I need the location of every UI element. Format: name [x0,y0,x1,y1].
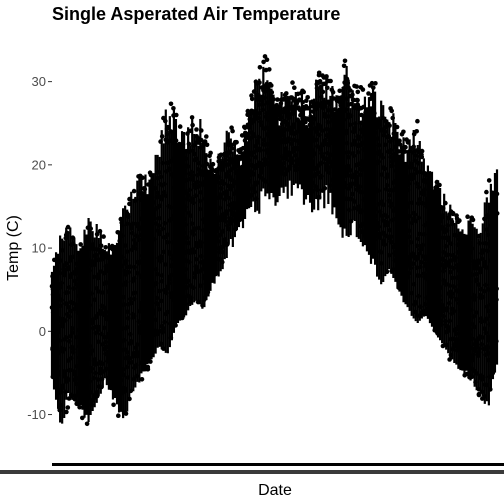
data-point [204,134,209,139]
x-axis-title: Date [258,482,292,499]
data-point [373,81,378,86]
data-point [267,67,272,72]
data-point [292,85,297,90]
data-point [84,421,90,427]
bottom-label-band [0,474,504,504]
x-axis-bar [52,463,504,466]
data-point [116,413,121,419]
data-point [355,89,361,95]
data-point [177,124,183,129]
data-point [242,125,248,130]
data-point [210,161,216,167]
data-point [101,234,106,239]
data-point [328,78,333,84]
data-point [317,80,322,85]
data-point [269,83,274,88]
data-point [389,108,395,114]
data-point [290,80,295,85]
data-point [78,242,83,247]
data-point [360,87,366,92]
y-axis-title: Temp (C) [5,215,22,281]
data-point [103,245,108,250]
data-point [342,58,348,64]
data-point [355,97,360,103]
data-point [239,133,245,138]
data-point [354,84,360,89]
data-point [419,148,425,154]
data-point [366,91,371,96]
data-point [264,57,270,62]
chart-title: Single Asperated Air Temperature [52,4,340,24]
y-tick-label: -10 [27,407,46,422]
y-tick-label: 0 [39,324,46,339]
data-point [131,188,137,194]
data-point [297,97,302,102]
data-point [111,402,116,408]
data-point [305,95,311,100]
data-point [414,129,420,134]
y-tick-label: 20 [32,157,46,172]
data-point [171,106,176,111]
data-point [476,392,482,398]
data-point [457,218,462,223]
data-point [337,88,343,94]
data-point [230,128,235,134]
data-point [401,129,406,135]
data-point [194,127,199,132]
data-point [275,97,280,102]
data-point [139,377,145,382]
data-point [208,150,213,156]
data-point [261,59,266,65]
data-point [249,96,255,102]
y-tick-label: 10 [32,241,46,256]
data-point [341,63,347,69]
data-point [465,214,470,219]
data-points [49,54,500,427]
data-point [123,411,129,416]
data-point [415,118,420,124]
data-point [450,210,456,216]
data-point [118,216,124,222]
data-point [145,364,151,370]
data-point [470,217,476,223]
data-point [65,405,71,410]
data-point [168,101,174,107]
y-tick-label: 30 [32,74,46,89]
data-point [257,65,263,70]
data-point [262,54,268,59]
data-point [447,357,452,362]
data-point [174,112,179,118]
data-point [369,80,375,86]
data-point [486,178,492,183]
y-axis: 30 20 10 0 -10 [27,74,52,422]
data-point [484,189,489,195]
data-point [204,142,210,148]
data-point [316,70,322,76]
